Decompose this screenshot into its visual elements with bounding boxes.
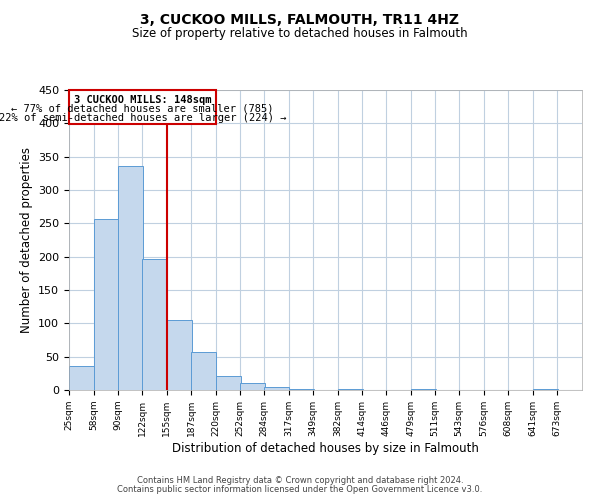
Text: 22% of semi-detached houses are larger (224) →: 22% of semi-detached houses are larger (… xyxy=(0,112,286,122)
Text: 3, CUCKOO MILLS, FALMOUTH, TR11 4HZ: 3, CUCKOO MILLS, FALMOUTH, TR11 4HZ xyxy=(140,12,460,26)
Text: Size of property relative to detached houses in Falmouth: Size of property relative to detached ho… xyxy=(132,28,468,40)
Bar xyxy=(142,258,167,390)
X-axis label: Distribution of detached houses by size in Falmouth: Distribution of detached houses by size … xyxy=(172,442,479,454)
Bar xyxy=(533,388,558,390)
Text: ← 77% of detached houses are smaller (785): ← 77% of detached houses are smaller (78… xyxy=(11,104,274,114)
Bar xyxy=(338,388,363,390)
Text: Contains public sector information licensed under the Open Government Licence v3: Contains public sector information licen… xyxy=(118,485,482,494)
Bar xyxy=(69,366,94,390)
Bar xyxy=(191,352,216,390)
Text: Contains HM Land Registry data © Crown copyright and database right 2024.: Contains HM Land Registry data © Crown c… xyxy=(137,476,463,485)
Bar xyxy=(94,220,119,390)
Y-axis label: Number of detached properties: Number of detached properties xyxy=(20,147,32,333)
Text: 3 CUCKOO MILLS: 148sqm: 3 CUCKOO MILLS: 148sqm xyxy=(74,94,211,104)
Bar xyxy=(167,320,192,390)
Bar xyxy=(69,90,216,124)
Bar xyxy=(118,166,143,390)
Bar xyxy=(264,386,289,390)
Bar xyxy=(216,376,241,390)
Bar xyxy=(240,382,265,390)
